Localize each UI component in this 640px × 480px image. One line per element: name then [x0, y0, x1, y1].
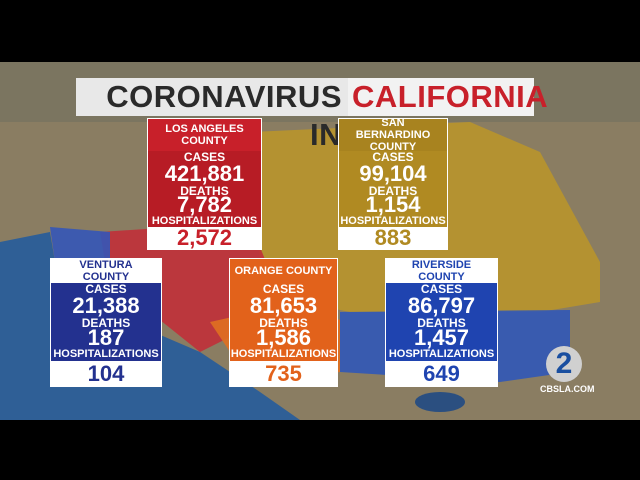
hospitalizations-value: 2,572	[148, 225, 261, 250]
lake	[415, 392, 465, 412]
deaths-label: DEATHS	[368, 183, 418, 198]
hospitalizations-label: HOSPITALIZATIONS	[53, 348, 159, 360]
cases-label: CASES	[85, 282, 127, 296]
cases-value: 421,881	[164, 161, 245, 186]
county-name: VENTURA COUNTY	[51, 259, 161, 283]
cases-label: CASES	[372, 150, 414, 164]
hospitalizations-label: HOSPITALIZATIONS	[230, 348, 337, 360]
deaths-label: DEATHS	[259, 315, 308, 330]
deaths-label: DEATHS	[180, 183, 229, 198]
county-box: ORANGE COUNTY CASES 81,653 DEATHS 1,586 HOSPI…	[229, 258, 338, 387]
county-name: SAN BERNARDINO COUNTY	[339, 117, 447, 153]
deaths-label: DEATHS	[417, 315, 466, 330]
logo-site: CBSLA.COM	[540, 384, 595, 394]
hospitalizations-label: HOSPITALIZATIONS	[151, 214, 258, 227]
title-part: CALIFORNIA	[348, 78, 548, 116]
county-box: VENTURA COUNTY CASES 21,388 DEATHS 187 HOSPIT…	[50, 258, 162, 387]
hospitalizations-label: HOSPITALIZATIONS	[388, 348, 495, 360]
deaths-value: 7,782	[176, 192, 233, 217]
logo-mark: 2	[546, 346, 582, 382]
county-box: RIVERSIDE COUNTY CASES 86,797 DEATHS 1,457 HO…	[385, 258, 498, 387]
cases-label: CASES	[420, 282, 463, 296]
cases-label: CASES	[262, 282, 305, 296]
cases-value: 81,653	[249, 293, 318, 318]
hospitalizations-value: 883	[339, 225, 447, 250]
hospitalizations-value: 649	[386, 361, 497, 386]
hospitalizations-value: 735	[230, 361, 337, 386]
deaths-value: 187	[87, 324, 125, 350]
title-part: CORONAVIRUS IN	[76, 78, 348, 152]
county-name: LOS ANGELES COUNTY	[148, 119, 261, 151]
hospitalizations-label: HOSPITALIZATIONS	[340, 214, 446, 227]
cases-value: 86,797	[407, 293, 476, 318]
deaths-label: DEATHS	[81, 315, 131, 330]
county-box: LOS ANGELES COUNTY CASES 421,881 DEATHS 7,78…	[147, 118, 262, 250]
county-name: ORANGE COUNTY	[230, 259, 337, 283]
cases-value: 99,104	[359, 161, 427, 186]
county-name: RIVERSIDE COUNTY	[386, 259, 497, 283]
hospitalizations-value: 104	[51, 361, 161, 386]
deaths-value: 1,154	[365, 192, 421, 217]
deaths-value: 1,586	[255, 324, 312, 350]
county-box: SAN BERNARDINO COUNTY CASES 99,104 DEATHS 1,…	[338, 117, 448, 250]
cases-value: 21,388	[72, 293, 140, 318]
cases-label: CASES	[183, 150, 226, 164]
deaths-value: 1,457	[413, 324, 470, 350]
